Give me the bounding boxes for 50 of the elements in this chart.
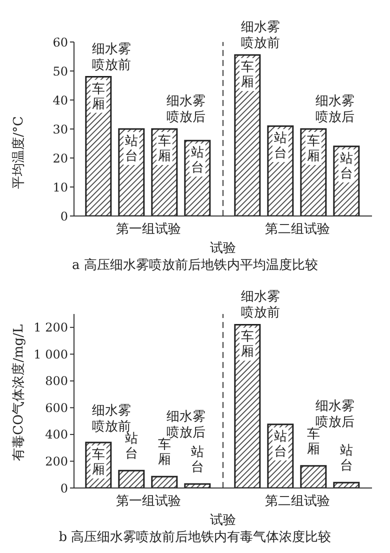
- x-tick-label: 第一组试验: [116, 222, 181, 238]
- y-tick-label: 1 000: [34, 347, 68, 362]
- y-tick-label: 60: [52, 35, 68, 50]
- y-tick-label: 1 200: [34, 320, 68, 335]
- data-label: 站台: [124, 432, 138, 462]
- annotation: 细水雾喷放前: [92, 42, 131, 73]
- annotation: 细水雾喷放后: [166, 94, 206, 125]
- data-label: 车厢: [240, 330, 254, 360]
- x-axis-title: 试验: [210, 513, 236, 528]
- x-tick-label: 第一组试验: [116, 494, 181, 510]
- y-tick-label: 50: [52, 64, 68, 78]
- annotation: 细水雾喷放后: [315, 94, 354, 125]
- data-label: 站台: [340, 151, 353, 182]
- data-label: 车厢: [158, 134, 171, 164]
- x-tick-label: 第二组试验: [265, 222, 330, 238]
- annotation: 细水雾喷放前: [240, 290, 280, 321]
- bar: [234, 54, 261, 216]
- annotation: 细水雾喷放前: [240, 20, 280, 52]
- data-label: 站台: [274, 131, 287, 162]
- bar: [300, 465, 327, 488]
- data-label: 站台: [340, 444, 353, 474]
- y-tick-label: 400: [45, 428, 68, 442]
- data-label: 车厢: [92, 82, 105, 112]
- data-label: 站台: [274, 429, 287, 460]
- y-tick-label: 20: [52, 151, 68, 166]
- bar: [151, 476, 178, 488]
- x-axis-title: 试验: [210, 241, 236, 256]
- text: b 高压细水雾喷放前后地铁内有毒气体浓度比较: [58, 529, 332, 546]
- y-tick-label: 0: [60, 209, 68, 224]
- bar: [118, 470, 145, 488]
- data-label: 站台: [190, 444, 204, 475]
- data-label: 车厢: [306, 134, 320, 164]
- x-tick-label: 第二组试验: [265, 494, 330, 510]
- bar: [333, 482, 360, 488]
- y-tick-label: 40: [52, 93, 68, 108]
- bar: [234, 324, 261, 488]
- data-label: 站台: [124, 134, 138, 164]
- text: a 高压细水雾喷放前后地铁内平均温度比较: [71, 257, 319, 274]
- data-label: 车厢: [240, 60, 254, 90]
- y-tick-label: 0: [60, 481, 68, 496]
- y-tick-label: 10: [52, 180, 68, 194]
- data-label: 车厢: [92, 447, 105, 478]
- y-axis-title: 平均温度/°C: [10, 116, 27, 189]
- data-label: 站台: [190, 146, 204, 176]
- y-tick-label: 600: [45, 400, 68, 415]
- bar: [184, 483, 211, 488]
- y-axis-title: 有毒CO气体浓度/mg/L: [10, 324, 27, 461]
- y-tick-label: 200: [45, 454, 68, 468]
- y-tick-label: 800: [45, 374, 68, 388]
- y-tick-label: 30: [52, 122, 68, 136]
